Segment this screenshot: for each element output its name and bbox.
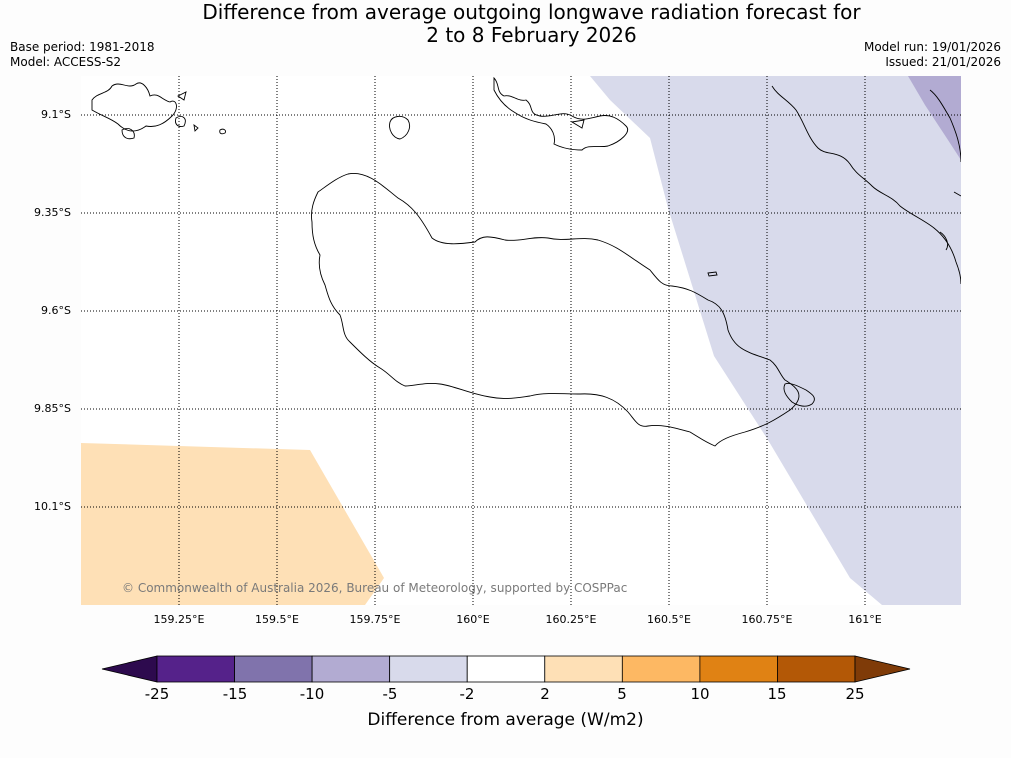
chart-title: Difference from average outgoing longwav… [0, 1, 1011, 47]
colorbar-swatch [466, 655, 546, 683]
anomaly-region-plus2 [81, 443, 384, 605]
issued-date: Issued: 21/01/2026 [885, 55, 1001, 69]
colorbar-swatch [699, 655, 778, 683]
colorbar-tick: -5 [382, 685, 398, 703]
title-line-1: Difference from average outgoing longwav… [202, 0, 861, 24]
lat-label-9-35: 9.35°S [34, 206, 71, 219]
colorbar-swatch [621, 655, 701, 683]
lat-label-10-1: 10.1°S [34, 500, 71, 513]
colorbar-swatch [311, 655, 391, 683]
anomaly-region-minus10 [908, 76, 961, 160]
coastline-small-island [389, 115, 411, 140]
copyright-credit: © Commonwealth of Australia 2026, Bureau… [122, 581, 628, 595]
colorbar-extend-high [854, 655, 911, 683]
graticule [81, 76, 961, 605]
meta-left: Base period: 1981-2018 Model: ACCESS-S2 [10, 40, 155, 70]
colorbar-swatch [156, 655, 235, 683]
colorbar-extend-low [101, 655, 158, 683]
coastline-main-island [311, 173, 800, 447]
colorbar-tick: 10 [690, 685, 710, 703]
coastline-northern-islands [493, 76, 628, 151]
coastline-northwest-islands [91, 82, 226, 140]
title-line-2: 2 to 8 February 2026 [426, 23, 637, 47]
lon-label-159-25: 159.25°E [153, 613, 205, 626]
model-name: Model: ACCESS-S2 [10, 55, 122, 69]
colorbar-label: Difference from average (W/m2) [367, 710, 644, 730]
colorbar-tick: -15 [222, 685, 248, 703]
coastline-eastern-cape [783, 383, 815, 407]
lon-label-161: 161°E [848, 613, 882, 626]
lon-label-159-75: 159.75°E [349, 613, 401, 626]
colorbar-swatch [389, 655, 468, 683]
colorbar-swatch [234, 655, 313, 683]
colorbar-tick: 15 [767, 685, 787, 703]
model-run: Model run: 19/01/2026 [863, 40, 1001, 54]
coastline-eastern-island [771, 85, 961, 285]
lon-label-160-25: 160.25°E [545, 613, 597, 626]
colorbar-swatch [544, 655, 623, 683]
base-period: Base period: 1981-2018 [10, 40, 155, 54]
colorbar-tick: -10 [299, 685, 325, 703]
colorbar [101, 655, 911, 683]
anomaly-region-minus5 [590, 76, 961, 605]
colorbar-tick: 5 [617, 685, 627, 703]
coastline-islet [707, 271, 718, 277]
lat-label-9-1: 9.1°S [41, 108, 71, 121]
lat-label-9-85: 9.85°S [34, 402, 71, 415]
lon-label-160-75: 160.75°E [741, 613, 793, 626]
colorbar-tick: 2 [540, 685, 550, 703]
coastlines [91, 76, 961, 447]
lon-label-160: 160°E [456, 613, 490, 626]
lat-label-9-6: 9.6°S [41, 304, 71, 317]
lon-label-159-5: 159.5°E [255, 613, 299, 626]
colorbar-swatch [777, 655, 856, 683]
colorbar-tick: 25 [845, 685, 865, 703]
colorbar-tick: -25 [144, 685, 170, 703]
lon-label-160-5: 160.5°E [647, 613, 691, 626]
colorbar-tick: -2 [459, 685, 475, 703]
meta-right: Model run: 19/01/2026 Issued: 21/01/2026 [864, 40, 1001, 70]
